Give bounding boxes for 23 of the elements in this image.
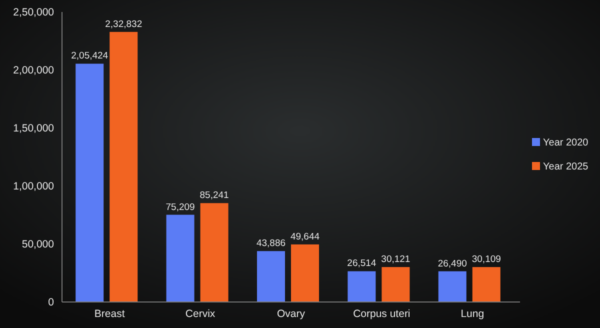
data-label: 75,209 (166, 202, 195, 213)
y-tick-label: 1,00,000 (13, 180, 54, 193)
x-tick-label: Corpus uteri (353, 308, 410, 320)
y-tick-label: 0 (48, 296, 54, 309)
legend-label: Year 2020 (543, 138, 589, 148)
y-tick-label: 1,50,000 (13, 122, 54, 135)
x-tick-label: Ovary (276, 308, 306, 320)
data-label: 2,05,424 (71, 50, 108, 62)
data-label: 30,121 (381, 254, 410, 266)
data-label: 2,32,832 (105, 18, 142, 30)
data-label: 26,514 (347, 258, 376, 270)
legend-label: Year 2025 (543, 162, 589, 172)
y-tick-label: 2,50,000 (13, 6, 54, 19)
data-label: 85,241 (200, 190, 229, 202)
data-label: 26,490 (438, 258, 467, 270)
data-label: 30,109 (472, 254, 501, 266)
y-tick-label: 2,00,000 (13, 64, 54, 77)
x-tick-label: Lung (460, 308, 484, 320)
x-tick-label: Breast (94, 308, 125, 320)
data-label: 43,886 (256, 238, 286, 250)
x-tick-label: Cervix (185, 308, 216, 320)
data-label: 49,644 (290, 231, 320, 242)
y-tick-label: 50,000 (22, 238, 54, 251)
